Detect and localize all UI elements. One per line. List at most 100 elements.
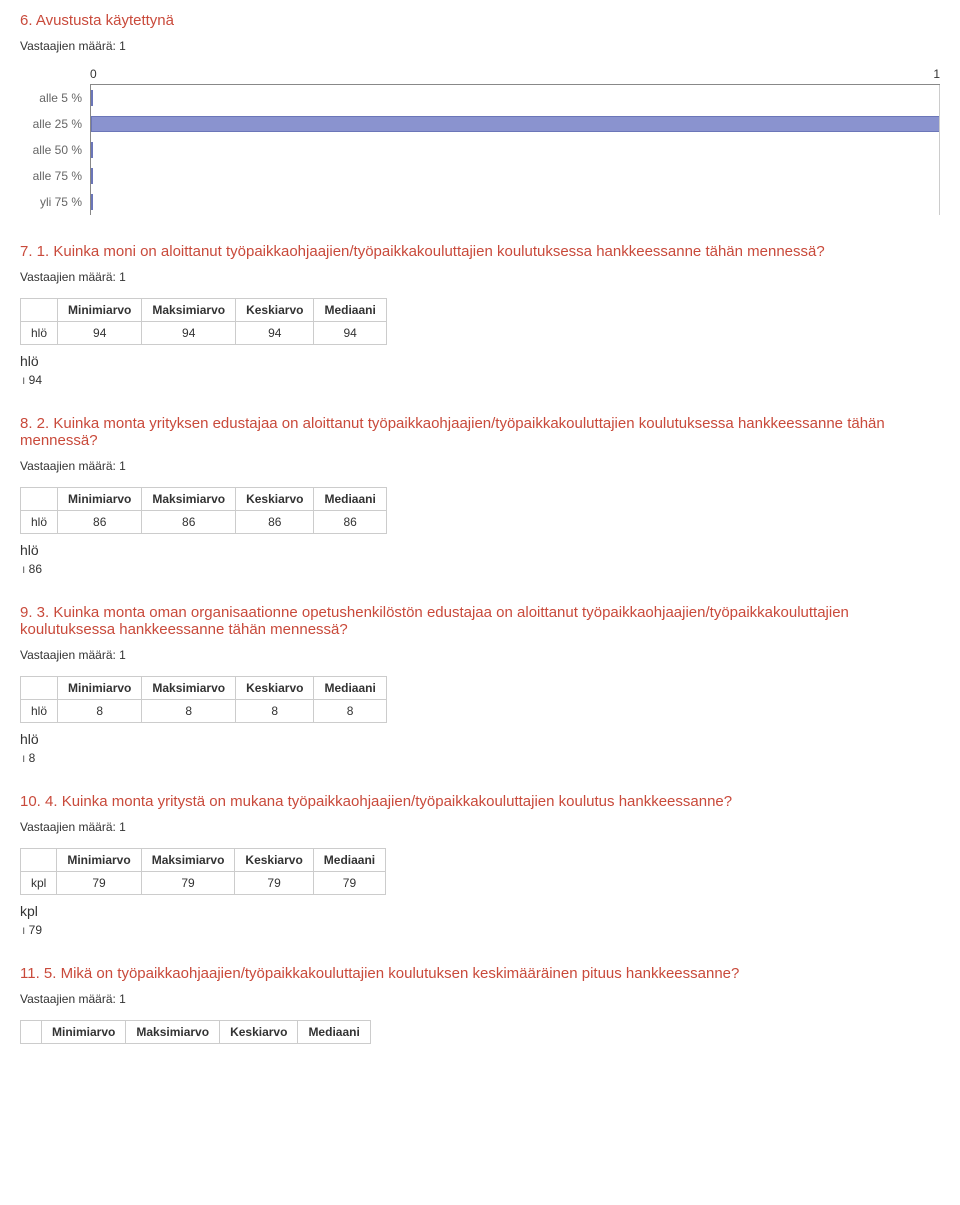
table-header: Minimiarvo [58,299,142,322]
table-row: hlö 86 86 86 86 [21,511,387,534]
table-header: Mediaani [313,849,385,872]
table-header-row: Minimiarvo Maksimiarvo Keskiarvo Mediaan… [21,299,387,322]
table-header: Keskiarvo [220,1021,298,1044]
table-cell: 8 [236,700,314,723]
value-bullet: 8 [22,751,940,765]
respondent-count: Vastaajien määrä: 1 [20,39,940,53]
bar-chart: 0 1 alle 5 % alle 25 % alle 50 % alle 75… [20,67,940,215]
stats-table: Minimiarvo Maksimiarvo Keskiarvo Mediaan… [20,676,387,723]
table-header: Maksimiarvo [142,677,236,700]
table-header: Mediaani [314,677,386,700]
table-header: Maksimiarvo [141,849,235,872]
chart-row: yli 75 % [90,189,940,215]
chart-bar [91,116,940,132]
question-title: 11. 5. Mikä on työpaikkaohjaajien/työpai… [20,965,940,982]
table-cell: 79 [141,872,235,895]
table-cell: hlö [21,511,58,534]
table-header [21,849,57,872]
chart-row: alle 50 % [90,137,940,163]
table-header: Keskiarvo [236,488,314,511]
question-section-9: 9. 3. Kuinka monta oman organisaationne … [20,604,940,765]
chart-row: alle 75 % [90,163,940,189]
table-header-row: Minimiarvo Maksimiarvo Keskiarvo Mediaan… [21,488,387,511]
table-header: Minimiarvo [58,488,142,511]
respondent-count: Vastaajien määrä: 1 [20,459,940,473]
table-row: hlö 94 94 94 94 [21,322,387,345]
table-cell: hlö [21,322,58,345]
table-cell: kpl [21,872,57,895]
table-header [21,1021,42,1044]
table-header: Mediaani [298,1021,370,1044]
chart-track [90,163,940,189]
table-header: Minimiarvo [58,677,142,700]
respondent-count: Vastaajien määrä: 1 [20,270,940,284]
chart-track [90,85,940,111]
respondent-count: Vastaajien määrä: 1 [20,992,940,1006]
chart-track [90,189,940,215]
table-header [21,299,58,322]
chart-row-label: yli 75 % [20,195,82,209]
question-title: 8. 2. Kuinka monta yrityksen edustajaa o… [20,415,940,449]
table-row: hlö 8 8 8 8 [21,700,387,723]
chart-bar [91,194,93,210]
table-header: Keskiarvo [236,677,314,700]
table-cell: 94 [58,322,142,345]
table-header-row: Minimiarvo Maksimiarvo Keskiarvo Mediaan… [21,1021,371,1044]
question-section-10: 10. 4. Kuinka monta yritystä on mukana t… [20,793,940,937]
question-title: 6. Avustusta käytettynä [20,12,940,29]
value-bullet: 79 [22,923,940,937]
table-cell: 94 [236,322,314,345]
chart-track [90,137,940,163]
table-header: Mediaani [314,299,386,322]
table-row: kpl 79 79 79 79 [21,872,386,895]
table-header: Maksimiarvo [142,299,236,322]
table-cell: 86 [314,511,386,534]
x-tick-0: 0 [90,67,97,81]
table-cell: 86 [58,511,142,534]
unit-label: hlö [20,542,940,558]
unit-label: kpl [20,903,940,919]
table-header: Minimiarvo [57,849,141,872]
question-section-6: 6. Avustusta käytettynä Vastaajien määrä… [20,12,940,215]
chart-row: alle 25 % [90,111,940,137]
table-cell: 8 [314,700,386,723]
chart-row-label: alle 5 % [20,91,82,105]
table-header: Keskiarvo [235,849,313,872]
table-cell: 86 [236,511,314,534]
chart-row-label: alle 50 % [20,143,82,157]
table-cell: 79 [57,872,141,895]
table-cell: 94 [314,322,386,345]
chart-row: alle 5 % [90,85,940,111]
chart-row-label: alle 25 % [20,117,82,131]
table-header: Maksimiarvo [142,488,236,511]
table-cell: 8 [142,700,236,723]
chart-bar [91,142,93,158]
stats-table: Minimiarvo Maksimiarvo Keskiarvo Mediaan… [20,1020,371,1044]
table-cell: 79 [313,872,385,895]
unit-label: hlö [20,731,940,747]
chart-row-label: alle 75 % [20,169,82,183]
table-cell: 86 [142,511,236,534]
table-header-row: Minimiarvo Maksimiarvo Keskiarvo Mediaan… [21,849,386,872]
table-header [21,488,58,511]
value-bullet: 94 [22,373,940,387]
chart-track [90,111,940,137]
chart-bar [91,168,93,184]
question-title: 10. 4. Kuinka monta yritystä on mukana t… [20,793,940,810]
table-header-row: Minimiarvo Maksimiarvo Keskiarvo Mediaan… [21,677,387,700]
respondent-count: Vastaajien määrä: 1 [20,648,940,662]
table-header [21,677,58,700]
table-cell: 8 [58,700,142,723]
value-bullet: 86 [22,562,940,576]
question-section-8: 8. 2. Kuinka monta yrityksen edustajaa o… [20,415,940,576]
table-header: Minimiarvo [42,1021,126,1044]
table-cell: 79 [235,872,313,895]
table-cell: 94 [142,322,236,345]
x-tick-1: 1 [933,67,940,81]
table-header: Mediaani [314,488,386,511]
respondent-count: Vastaajien määrä: 1 [20,820,940,834]
unit-label: hlö [20,353,940,369]
chart-bar [91,90,93,106]
stats-table: Minimiarvo Maksimiarvo Keskiarvo Mediaan… [20,298,387,345]
stats-table: Minimiarvo Maksimiarvo Keskiarvo Mediaan… [20,848,386,895]
